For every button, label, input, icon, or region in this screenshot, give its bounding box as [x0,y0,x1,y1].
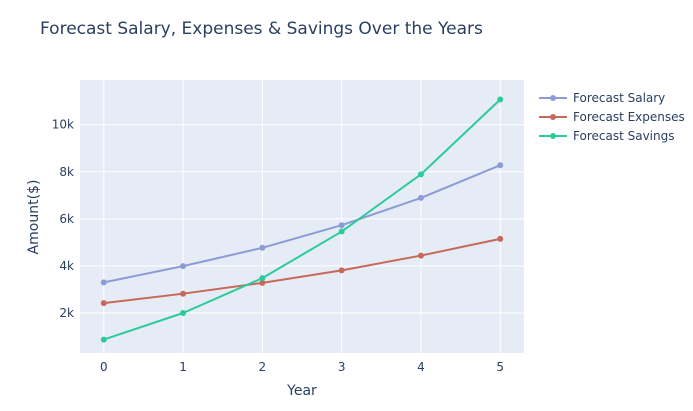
x-tick-label: 5 [496,360,504,374]
series-0 [100,162,504,286]
data-point [180,263,187,270]
data-point [259,244,266,251]
x-tick-label: 0 [100,360,108,374]
plot-area [80,80,524,353]
y-tick-label: 10k [52,118,74,132]
y-tick-label: 4k [59,259,74,273]
y-axis-title: Amount($) [26,180,42,255]
series-line [103,98,501,341]
series-line [103,164,501,284]
data-point [417,171,424,178]
x-tick-label: 3 [338,360,346,374]
legend-label: Forecast Savings [573,129,674,143]
series-line [103,237,501,305]
data-point [100,300,107,307]
legend-item-1[interactable]: Forecast Expenses [539,110,685,124]
data-point [497,162,504,169]
x-tick-label: 2 [259,360,267,374]
series-1 [100,235,504,307]
x-tick-label: 4 [417,360,425,374]
series-2 [100,96,504,343]
x-axis-title: Year [286,383,317,399]
legend-item-0[interactable]: Forecast Salary [539,91,665,105]
data-point [497,96,504,103]
legend-swatch-marker [550,133,556,139]
data-point [180,309,187,316]
legend: Forecast Salary Forecast Expenses Forecast… [539,91,685,143]
data-point [338,228,345,235]
data-point [180,290,187,297]
legend-label: Forecast Salary [573,91,665,105]
data-point [417,194,424,201]
y-axis-ticks: 2k 4k 6k 8k 10k [52,118,74,320]
data-point [338,267,345,274]
gridlines [80,80,524,353]
x-tick-label: 1 [179,360,187,374]
chart-title: Forecast Salary, Expenses & Savings Over… [40,19,483,39]
y-tick-label: 2k [59,306,74,320]
data-point [100,279,107,286]
data-point [259,275,266,282]
y-tick-label: 6k [59,212,74,226]
legend-swatch-marker [550,95,556,101]
data-point [338,222,345,229]
data-point [100,336,107,343]
legend-item-2[interactable]: Forecast Savings [539,129,674,143]
series-layer [100,96,504,343]
legend-swatch-marker [550,114,556,120]
x-axis-ticks: 0 1 2 3 4 5 [100,360,504,374]
data-point [417,252,424,259]
y-tick-label: 8k [59,165,74,179]
legend-label: Forecast Expenses [573,110,685,124]
data-point [259,279,266,286]
data-point [497,235,504,242]
